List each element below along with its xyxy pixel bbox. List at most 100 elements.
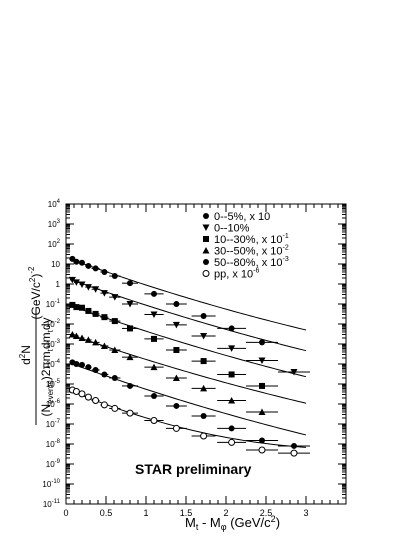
x-tick-label: 2 — [223, 508, 228, 518]
fit-curve — [69, 258, 307, 331]
marker-square — [200, 358, 207, 365]
marker-circle — [291, 442, 297, 449]
marker-triangle-up — [68, 330, 76, 338]
x-axis-label: Mt - Mφ (GeV/c2) — [185, 514, 280, 532]
marker-circle — [127, 382, 133, 389]
y-tick-label: 10-8 — [46, 439, 61, 449]
legend-entry: pp, x 10-6 — [214, 268, 259, 281]
marker-triangle-down — [78, 281, 86, 288]
marker-circle — [85, 364, 92, 371]
marker-triangle-down — [172, 321, 180, 329]
marker-circle — [228, 325, 235, 332]
marker-circle — [203, 259, 209, 265]
marker-circle — [200, 413, 207, 420]
marker-open-circle — [111, 404, 119, 412]
marker-circle — [73, 258, 80, 265]
y-tick-label: 10-2 — [46, 319, 61, 329]
data-markers — [68, 255, 298, 457]
x-tick-label: 2.5 — [260, 508, 273, 518]
marker-triangle-up — [150, 363, 158, 371]
marker-open-circle — [290, 449, 298, 457]
fit-curve — [69, 362, 307, 436]
legend-entry: 0--10% — [214, 223, 250, 235]
marker-triangle-down — [68, 276, 76, 284]
marker-square — [203, 236, 209, 242]
y-tick-label: 10-9 — [46, 459, 61, 469]
marker-triangle-up — [200, 384, 208, 392]
marker-triangle-down — [200, 333, 208, 340]
marker-triangle-down — [290, 368, 298, 376]
marker-triangle-up — [126, 353, 134, 361]
marker-circle — [228, 425, 235, 432]
marker-circle — [127, 280, 133, 287]
marker-triangle-down — [126, 301, 134, 308]
marker-triangle-up — [202, 247, 210, 254]
y-tick-labels: 10410310210110-110-210-310-410-510-610-7… — [42, 199, 60, 509]
marker-circle — [111, 273, 118, 280]
y-tick-label: 10-11 — [43, 499, 61, 509]
svg-text:d2N: d2N — [18, 345, 33, 365]
marker-triangle-down — [150, 311, 158, 318]
marker-circle — [73, 361, 80, 367]
marker-open-circle — [200, 432, 208, 440]
x-tick-labels: 0 0.5 1 1.5 2 2.5 3 — [63, 508, 308, 518]
fit-curve — [69, 304, 307, 378]
y-tick-label: 10-10 — [42, 479, 60, 489]
marker-square — [259, 382, 265, 389]
marker-square — [101, 314, 108, 321]
marker-square — [111, 318, 118, 325]
marker-square — [69, 301, 76, 308]
x-tick-label: 1 — [143, 508, 148, 518]
marker-triangle-up — [228, 396, 236, 404]
legend-entry: 10--30%, x 10-1 — [214, 233, 289, 246]
marker-square — [228, 371, 235, 378]
y-tick-label: 104 — [48, 199, 61, 209]
x-tick-label: 0 — [63, 508, 68, 518]
marker-circle — [79, 259, 85, 266]
marker-triangle-down — [228, 345, 236, 352]
marker-square — [173, 347, 180, 354]
marker-open-circle — [150, 416, 158, 424]
marker-open-circle — [84, 393, 92, 401]
marker-open-circle — [202, 270, 210, 277]
marker-circle — [101, 268, 108, 275]
marker-square — [92, 310, 99, 317]
axis-ticks — [65, 203, 347, 505]
marker-circle — [111, 374, 118, 381]
y-tick-label: 10-7 — [46, 419, 61, 429]
x-tick-label: 0.5 — [100, 508, 113, 518]
y-tick-label: 103 — [48, 219, 61, 229]
marker-triangle-up — [258, 408, 266, 415]
legend-entry: 30--50%, x 10-2 — [214, 245, 289, 258]
legend-entry: 0--5%, x 10 — [214, 211, 270, 223]
y-tick-label: 10-5 — [46, 379, 61, 389]
error-bars — [70, 258, 310, 454]
marker-square — [79, 304, 85, 311]
marker-circle — [259, 437, 265, 444]
fit-curve — [69, 278, 307, 352]
marker-circle — [92, 367, 99, 374]
marker-circle — [92, 265, 99, 272]
marker-open-circle — [78, 390, 86, 398]
marker-open-circle — [258, 446, 266, 454]
annotation-star-preliminary: STAR preliminary — [135, 461, 252, 477]
marker-square — [127, 325, 133, 332]
marker-square — [85, 307, 92, 314]
y-tick-label: 102 — [48, 239, 61, 249]
marker-triangle-down — [258, 357, 266, 364]
y-axis-label: d2N (Nevents)2πmtdmtdy (GeV/c2)-2 — [18, 266, 55, 425]
marker-circle — [101, 371, 108, 378]
y-tick-label: 10-4 — [46, 359, 61, 369]
fit-curve — [69, 389, 307, 448]
marker-circle — [203, 213, 209, 219]
marker-open-circle — [92, 396, 100, 404]
y-tick-label: 1 — [56, 280, 61, 289]
marker-triangle-up — [111, 346, 119, 354]
y-tick-label: 10-3 — [46, 339, 61, 349]
marker-triangle-up — [172, 374, 180, 381]
legend-entry: 50--80%, x 10-3 — [214, 256, 289, 269]
x-tick-label: 1.5 — [180, 508, 193, 518]
marker-open-circle — [100, 401, 108, 409]
marker-triangle-up — [78, 334, 86, 341]
